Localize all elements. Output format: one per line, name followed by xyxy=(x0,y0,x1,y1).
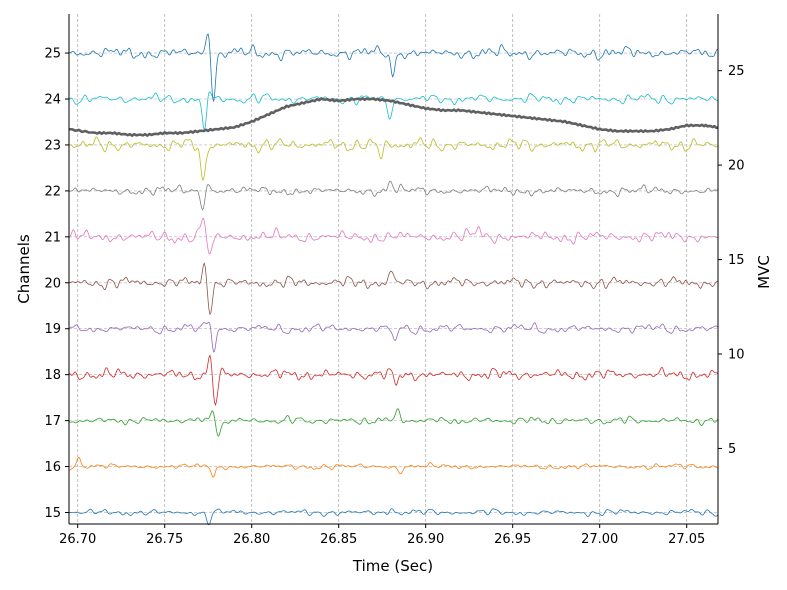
channel-23-line xyxy=(68,136,719,181)
x-tick-label: 26.85 xyxy=(320,532,357,547)
channel-25-line xyxy=(68,33,719,102)
channel-16-line xyxy=(68,457,719,478)
x-tick-label: 26.70 xyxy=(59,532,96,547)
channel-series xyxy=(68,33,719,526)
y2-tick-label: 25 xyxy=(728,64,745,79)
channel-22-line xyxy=(68,180,719,211)
y-tick-label: 18 xyxy=(44,368,61,383)
y2-axis-title: MVC xyxy=(755,255,773,289)
channel-15-line xyxy=(68,508,719,526)
x-tick-label: 27.05 xyxy=(668,532,705,547)
y-tick-label: 21 xyxy=(44,230,61,245)
channel-24-line xyxy=(68,91,719,132)
y-tick-label: 24 xyxy=(44,93,61,108)
y-tick-label: 23 xyxy=(44,138,61,153)
x-tick-label: 27.00 xyxy=(581,532,618,547)
x-tick-label: 26.80 xyxy=(233,532,270,547)
x-tick-label: 26.95 xyxy=(494,532,531,547)
x-axis-ticks: 26.70 26.75 26.80 26.85 26.90 26.95 27.00 27.05 xyxy=(59,524,705,547)
y-axis-title: Channels xyxy=(15,234,33,304)
y2-axis-ticks: 5 10 15 20 25 xyxy=(718,64,745,457)
y-tick-label: 19 xyxy=(44,322,61,337)
y2-tick-label: 10 xyxy=(728,348,745,363)
y2-tick-label: 20 xyxy=(728,159,745,174)
x-tick-label: 26.75 xyxy=(146,532,183,547)
y-tick-label: 20 xyxy=(44,276,61,291)
y-tick-label: 25 xyxy=(44,47,61,62)
y-axis-ticks: 15 16 17 18 19 20 21 22 23 24 25 xyxy=(44,47,69,521)
channel-19-line xyxy=(68,321,719,353)
channel-17-line xyxy=(68,408,719,437)
y2-tick-label: 15 xyxy=(728,253,745,268)
mvc-line xyxy=(68,96,719,137)
mvc-series xyxy=(68,96,719,137)
channel-21-line xyxy=(68,217,719,255)
axes xyxy=(68,14,719,525)
y-tick-label: 22 xyxy=(44,184,61,199)
channel-18-line xyxy=(68,354,719,407)
y-tick-label: 15 xyxy=(44,506,61,521)
y-tick-label: 17 xyxy=(44,414,61,429)
channel-20-line xyxy=(68,262,719,316)
y-tick-label: 16 xyxy=(44,460,61,475)
y2-tick-label: 5 xyxy=(728,442,736,457)
x-tick-label: 26.90 xyxy=(407,532,444,547)
x-axis-title: Time (Sec) xyxy=(352,557,433,575)
grid-lines xyxy=(69,14,718,524)
